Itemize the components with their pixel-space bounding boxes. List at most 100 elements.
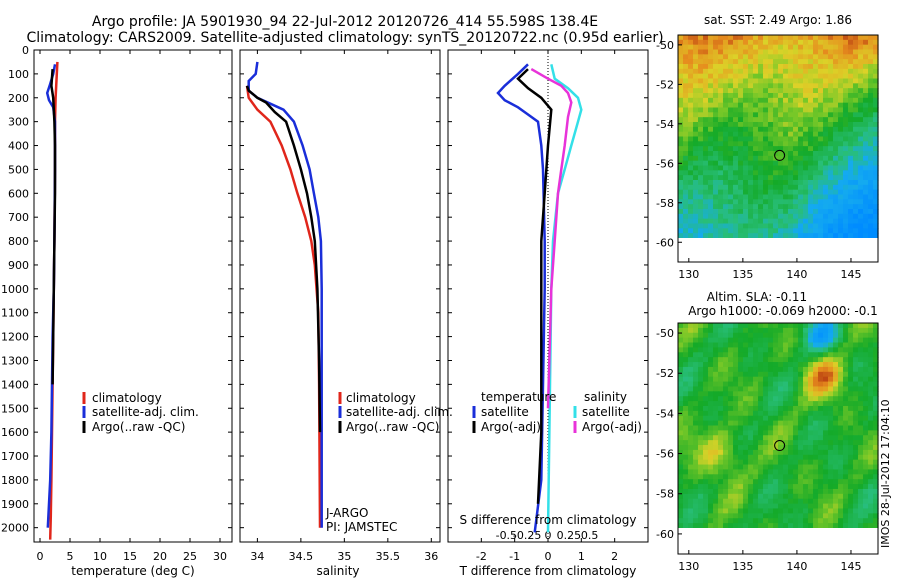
heatmap-cell: [713, 228, 719, 234]
heatmap-cell: [758, 469, 764, 475]
heatmap-cell: [798, 523, 804, 529]
heatmap-cell: [823, 352, 829, 358]
heatmap-cell: [753, 440, 759, 446]
heatmap-cell: [848, 160, 854, 167]
heatmap-cell: [713, 39, 719, 46]
heatmap-cell: [698, 337, 704, 344]
heatmap-cell: [718, 194, 724, 200]
heatmap-cell: [773, 425, 779, 431]
heatmap-cell: [868, 440, 874, 446]
heatmap-cell: [798, 107, 804, 113]
heatmap-cell: [813, 199, 819, 205]
heatmap-cell: [698, 39, 704, 46]
heatmap-cell: [738, 376, 744, 383]
heatmap-cell: [873, 464, 879, 471]
y-tick-label: 400: [8, 140, 29, 153]
heatmap-cell: [823, 209, 829, 215]
heatmap-cell: [863, 54, 869, 60]
heatmap-cell: [748, 396, 754, 402]
heatmap-cell: [818, 39, 824, 46]
heatmap-cell: [698, 454, 704, 461]
heatmap-cell: [768, 131, 774, 138]
heatmap-cell: [708, 327, 714, 334]
y-tick-label: -54: [656, 407, 674, 420]
heatmap-cell: [698, 484, 704, 490]
heatmap-cell: [858, 337, 864, 344]
heatmap-cell: [853, 165, 859, 171]
heatmap-cell: [858, 376, 864, 383]
heatmap-cell: [698, 327, 704, 334]
heatmap-cell: [748, 493, 754, 500]
heatmap-cell: [798, 366, 804, 373]
heatmap-cell: [838, 352, 844, 358]
heatmap-cell: [758, 35, 764, 41]
heatmap-cell: [733, 410, 739, 417]
heatmap-cell: [773, 493, 779, 500]
heatmap-cell: [778, 141, 784, 147]
heatmap-cell: [753, 523, 759, 529]
heatmap-cell: [843, 184, 849, 191]
heatmap-cell: [678, 440, 684, 446]
heatmap-cell: [868, 513, 874, 519]
heatmap-cell: [808, 78, 814, 84]
heatmap-cell: [868, 420, 874, 427]
heatmap-cell: [698, 35, 704, 41]
heatmap-cell: [843, 464, 849, 471]
heatmap-cell: [723, 199, 729, 205]
heatmap-cell: [788, 223, 794, 229]
heatmap-cell: [733, 381, 739, 388]
heatmap-cell: [718, 151, 724, 157]
heatmap-cell: [873, 49, 879, 55]
heatmap-cell: [783, 337, 789, 344]
heatmap-cell: [733, 508, 739, 514]
heatmap-cell: [703, 122, 709, 128]
heatmap-cell: [728, 151, 734, 157]
heatmap-cell: [743, 440, 749, 446]
heatmap-cell: [718, 440, 724, 446]
heatmap-cell: [678, 233, 684, 239]
heatmap-cell: [858, 386, 864, 392]
y-tick-label: 1000: [1, 283, 29, 296]
heatmap-cell: [788, 165, 794, 171]
heatmap-cell: [738, 44, 744, 51]
heatmap-cell: [828, 146, 834, 152]
heatmap-cell: [843, 83, 849, 89]
heatmap-cell: [873, 479, 879, 485]
heatmap-cell: [683, 430, 689, 436]
heatmap-cell: [708, 381, 714, 388]
heatmap-cell: [843, 122, 849, 128]
heatmap-cell: [868, 464, 874, 471]
heatmap-cell: [873, 410, 879, 417]
heatmap-cell: [788, 204, 794, 210]
y-tick-label: 200: [8, 92, 29, 105]
series-line: [247, 61, 323, 528]
heatmap-cell: [733, 484, 739, 490]
heatmap-cell: [858, 223, 864, 229]
heatmap-cell: [873, 381, 879, 388]
heatmap-cell: [783, 435, 789, 441]
heatmap-cell: [863, 117, 869, 123]
heatmap-cell: [873, 449, 879, 456]
heatmap-cell: [828, 170, 834, 176]
heatmap-cell: [693, 352, 699, 358]
heatmap-cell: [683, 184, 689, 191]
heatmap-cell: [753, 160, 759, 167]
heatmap-cell: [758, 435, 764, 441]
imos-timestamp: IMOS 28-Jul-2012 17:04:10: [879, 399, 892, 548]
heatmap-cell: [683, 454, 689, 461]
heatmap-cell: [838, 93, 844, 99]
legend-label-argo: Argo(..raw -QC): [346, 420, 439, 434]
heatmap-cell: [828, 73, 834, 80]
heatmap-cell: [768, 352, 774, 358]
heatmap-cell: [838, 484, 844, 490]
heatmap-cell: [773, 523, 779, 529]
heatmap-cell: [728, 117, 734, 123]
heatmap-cell: [828, 518, 834, 524]
heatmap-cell: [818, 151, 824, 157]
heatmap-cell: [718, 180, 724, 186]
heatmap-cell: [858, 513, 864, 519]
heatmap-cell: [853, 425, 859, 431]
heatmap-cell: [828, 332, 834, 339]
heatmap-cell: [853, 223, 859, 229]
